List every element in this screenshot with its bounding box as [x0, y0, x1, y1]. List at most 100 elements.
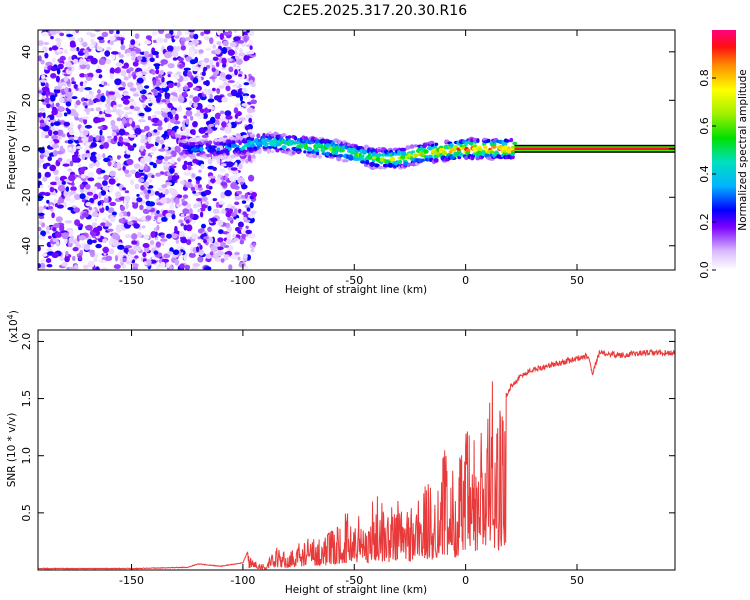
spectrogram-cell [63, 190, 68, 197]
spectrogram-cell [185, 138, 189, 142]
spectrogram-cell [82, 212, 89, 218]
spectrogram-cell [227, 49, 235, 56]
spectrogram-cell [114, 68, 120, 74]
spectrogram-cell [70, 190, 76, 195]
spectrogram-cell [389, 156, 396, 162]
spectrogram-cell [94, 72, 100, 78]
spectrogram-cell [68, 237, 73, 244]
spectrogram-cell [41, 31, 49, 37]
spectrogram-cell [225, 238, 233, 245]
spectrogram-cell [144, 107, 152, 112]
spectrogram-cell [67, 88, 72, 93]
spectrogram-cell [75, 146, 83, 150]
spectrogram-cell [185, 181, 192, 188]
spectrogram-cell [217, 174, 222, 179]
spectrogram-cell [183, 67, 191, 71]
spectrogram-cell [148, 179, 153, 183]
spectrogram-cell [251, 154, 256, 160]
spectrogram-cell [189, 100, 193, 106]
spectrogram-cell [41, 74, 46, 80]
spectrogram-cell [68, 36, 76, 41]
spectrogram-cell [72, 247, 79, 252]
spectrogram-cell [74, 116, 80, 121]
snr-y-tick-label: 1.0 [20, 447, 33, 465]
spectrogram-cell [244, 192, 248, 199]
spectrogram-cell [214, 178, 223, 185]
spectrogram-cell [136, 197, 143, 203]
spectrogram-cell [235, 55, 240, 60]
spectrogram-cell [126, 211, 131, 217]
spectrogram-cell [207, 226, 212, 232]
spectrogram-cell [185, 107, 192, 111]
spectrogram-cell [226, 233, 231, 240]
snr-scale-exponent: 4 [6, 314, 15, 319]
spectrogram-cell [49, 114, 55, 121]
spectrogram-cell [46, 199, 50, 204]
spectrogram-cell [202, 113, 208, 119]
spectrogram-cell [192, 190, 197, 194]
spectrogram-cell [153, 250, 159, 255]
spectrogram-cell [57, 199, 61, 205]
spectrogram-cell [69, 160, 74, 167]
spectrogram-cell [133, 223, 140, 229]
spectrogram-cell [472, 137, 478, 142]
spectrogram-cell [155, 172, 162, 177]
spectrogram-cell [57, 184, 66, 192]
spectrogram-frame [37, 29, 676, 271]
spectrogram-cell [189, 115, 194, 121]
spectrogram-cell [245, 158, 249, 164]
spectrogram-cell [38, 159, 45, 163]
spectrogram-cell [226, 151, 230, 156]
spectrogram-cell [470, 155, 474, 160]
spectrogram-cell [50, 127, 56, 131]
spectrogram-cell [82, 102, 87, 106]
spectrogram-cell [84, 184, 91, 190]
spectrogram-cell [118, 87, 125, 91]
snr-x-ticks: -150 -100 -50 0 50 [119, 330, 584, 587]
spectrogram-cell [123, 153, 131, 159]
spectrogram-cell [220, 191, 226, 199]
spectrogram-cell [183, 253, 188, 261]
spectrogram-cell [304, 142, 308, 148]
spectrogram-cell [155, 241, 161, 248]
spectrogram-x-tick-label: -100 [230, 274, 255, 287]
spectrogram-cell [79, 183, 84, 189]
spectrogram-cell [476, 138, 480, 144]
spectrogram-cell [377, 153, 383, 157]
spectrogram-cell [105, 194, 109, 199]
spectrogram-cell [67, 109, 71, 115]
spectrogram-cell [114, 78, 122, 86]
spectrogram-cell [134, 127, 142, 135]
spectrogram-cell [413, 144, 419, 148]
spectrogram-cell [125, 202, 129, 209]
spectrogram-cell [192, 96, 200, 103]
spectrogram-cell [51, 143, 60, 149]
spectrogram-cell [144, 53, 149, 58]
spectrogram-cell [209, 251, 214, 256]
spectrogram-cell [139, 172, 145, 176]
spectrogram-cell [46, 103, 51, 109]
spectrogram-cell [201, 197, 208, 201]
spectrogram-cell [64, 140, 69, 144]
spectrogram-cell [221, 57, 227, 65]
spectrogram-cell [247, 146, 254, 152]
spectrogram-cell [342, 159, 349, 163]
spectrogram-cell [398, 159, 403, 165]
spectrogram-cell [82, 129, 89, 136]
spectrogram-cell [104, 222, 113, 227]
spectrogram-cell [209, 76, 216, 80]
spectrogram-cell [41, 236, 45, 241]
spectrogram-cell [131, 233, 138, 240]
spectrogram-cell [230, 143, 237, 147]
spectrogram-cell [178, 64, 185, 68]
spectrogram-cell [165, 182, 173, 186]
spectrogram-cell [275, 148, 280, 153]
spectrogram-cell [195, 137, 202, 142]
spectrogram-cell [111, 232, 119, 240]
spectrogram-cell [105, 90, 110, 97]
spectrogram-cell [51, 109, 58, 116]
spectrogram-cell [59, 224, 65, 232]
spectrogram-cell [125, 111, 133, 115]
spectrogram-cell [147, 189, 151, 194]
spectrogram-cell [83, 243, 91, 251]
